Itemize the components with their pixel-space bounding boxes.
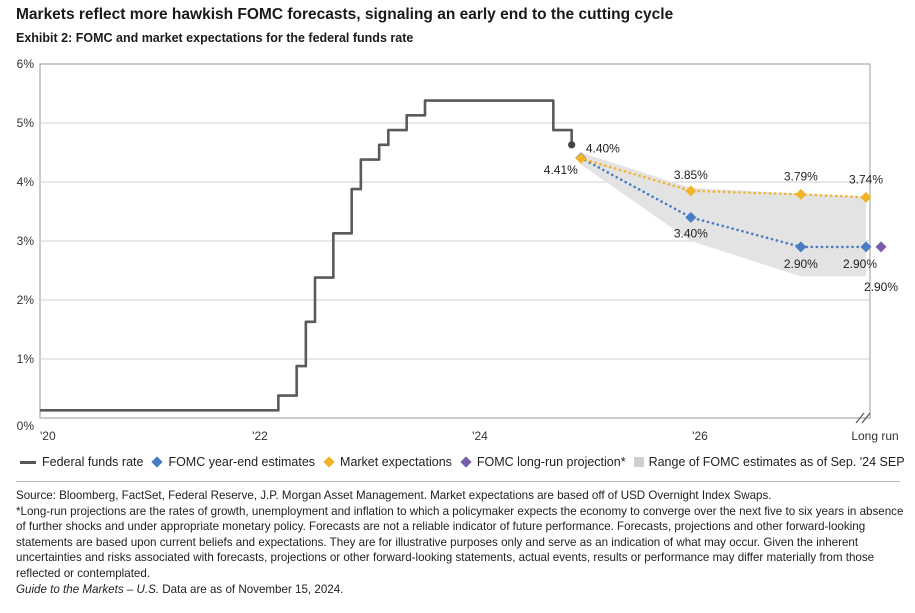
legend-item-fomc-long-run: FOMC long-run projection*: [460, 455, 626, 469]
y-tick-label: 6%: [17, 57, 35, 71]
fomc-estimate-line: [579, 156, 868, 249]
axis-break-mark: [855, 412, 865, 424]
legend-item-fomc-year-end: FOMC year-end estimates: [151, 455, 315, 469]
legend-swatch-diamond: [460, 456, 472, 468]
y-tick-label: 2%: [17, 293, 35, 307]
data-label: 3.74%: [849, 172, 883, 186]
y-tick-label: 4%: [17, 175, 35, 189]
x-tick-label: '24: [472, 429, 488, 443]
legend-swatch-diamond: [323, 456, 335, 468]
legend-swatch-line: [20, 460, 36, 464]
legend-label: Range of FOMC estimates as of Sep. '24 S…: [648, 455, 905, 469]
x-tick-label: '22: [252, 429, 268, 443]
fomc-estimate-point: [860, 241, 872, 253]
x-tick-label: '20: [40, 429, 56, 443]
market-expectation-point: [685, 185, 697, 197]
legend-label: Market expectations: [340, 455, 452, 469]
data-label: 3.79%: [784, 169, 818, 183]
legend-swatch-diamond: [151, 456, 164, 468]
legend-item-federal-funds-rate: Federal funds rate: [20, 455, 143, 469]
divider: [16, 481, 900, 482]
fomc-range-band: [580, 152, 866, 277]
market-expectation-point: [860, 191, 872, 203]
guide-note: Guide to the Markets – U.S. Data are as …: [16, 582, 906, 598]
guide-title: Guide to the Markets – U.S.: [16, 582, 160, 596]
y-tick-label: 0%: [17, 419, 35, 433]
market-expectation-point: [795, 188, 807, 200]
data-label: 4.41%: [544, 163, 578, 177]
data-label: 2.90%: [843, 257, 877, 271]
market-expectation-point: [575, 152, 587, 164]
chart-title: Markets reflect more hawkish FOMC foreca…: [16, 6, 674, 23]
axis-break-mark: [861, 412, 871, 424]
data-label: 2.90%: [864, 280, 898, 294]
fed-funds-chart: 4.40% 3.85% 3.79% 3.74% 4.41% 3.40% 2.90% 2.90%…: [17, 57, 899, 443]
source-note: Source: Bloomberg, FactSet, Federal Rese…: [16, 489, 772, 502]
y-tick-label: 1%: [17, 352, 35, 366]
fed-funds-line: [40, 99, 573, 412]
y-tick-label: 5%: [17, 116, 35, 130]
data-date: Data are as of November 15, 2024.: [159, 582, 344, 596]
fed-funds-endpoint: [568, 141, 576, 149]
long-run-note: *Long-run projections are the rates of g…: [16, 504, 904, 580]
x-tick-label: '26: [692, 429, 708, 443]
data-label: 4.40%: [586, 141, 620, 155]
data-label: 3.40%: [674, 226, 708, 240]
data-label: 3.85%: [674, 168, 708, 182]
footnotes: Source: Bloomberg, FactSet, Federal Rese…: [16, 488, 906, 597]
legend-label: Federal funds rate: [42, 455, 144, 469]
legend-label: FOMC year-end estimates: [168, 455, 316, 469]
chart-subtitle: Exhibit 2: FOMC and market expectations …: [16, 31, 414, 45]
legend-label: FOMC long-run projection*: [476, 455, 626, 469]
legend-item-fomc-range: Range of FOMC estimates as of Sep. '24 S…: [633, 455, 905, 469]
data-label: 2.90%: [784, 257, 818, 271]
x-tick-label: Long run: [851, 429, 898, 443]
fomc-estimate-point: [685, 211, 697, 223]
fomc-estimate-point: [795, 241, 807, 253]
legend-item-market-expectations: Market expectations: [323, 455, 452, 469]
chart-legend: Federal funds rate FOMC year-end estimat…: [20, 455, 913, 469]
fomc-long-run-point: [875, 241, 887, 253]
market-expectation-line: [579, 157, 868, 199]
y-tick-label: 3%: [17, 234, 35, 248]
legend-swatch-square: [633, 457, 644, 467]
